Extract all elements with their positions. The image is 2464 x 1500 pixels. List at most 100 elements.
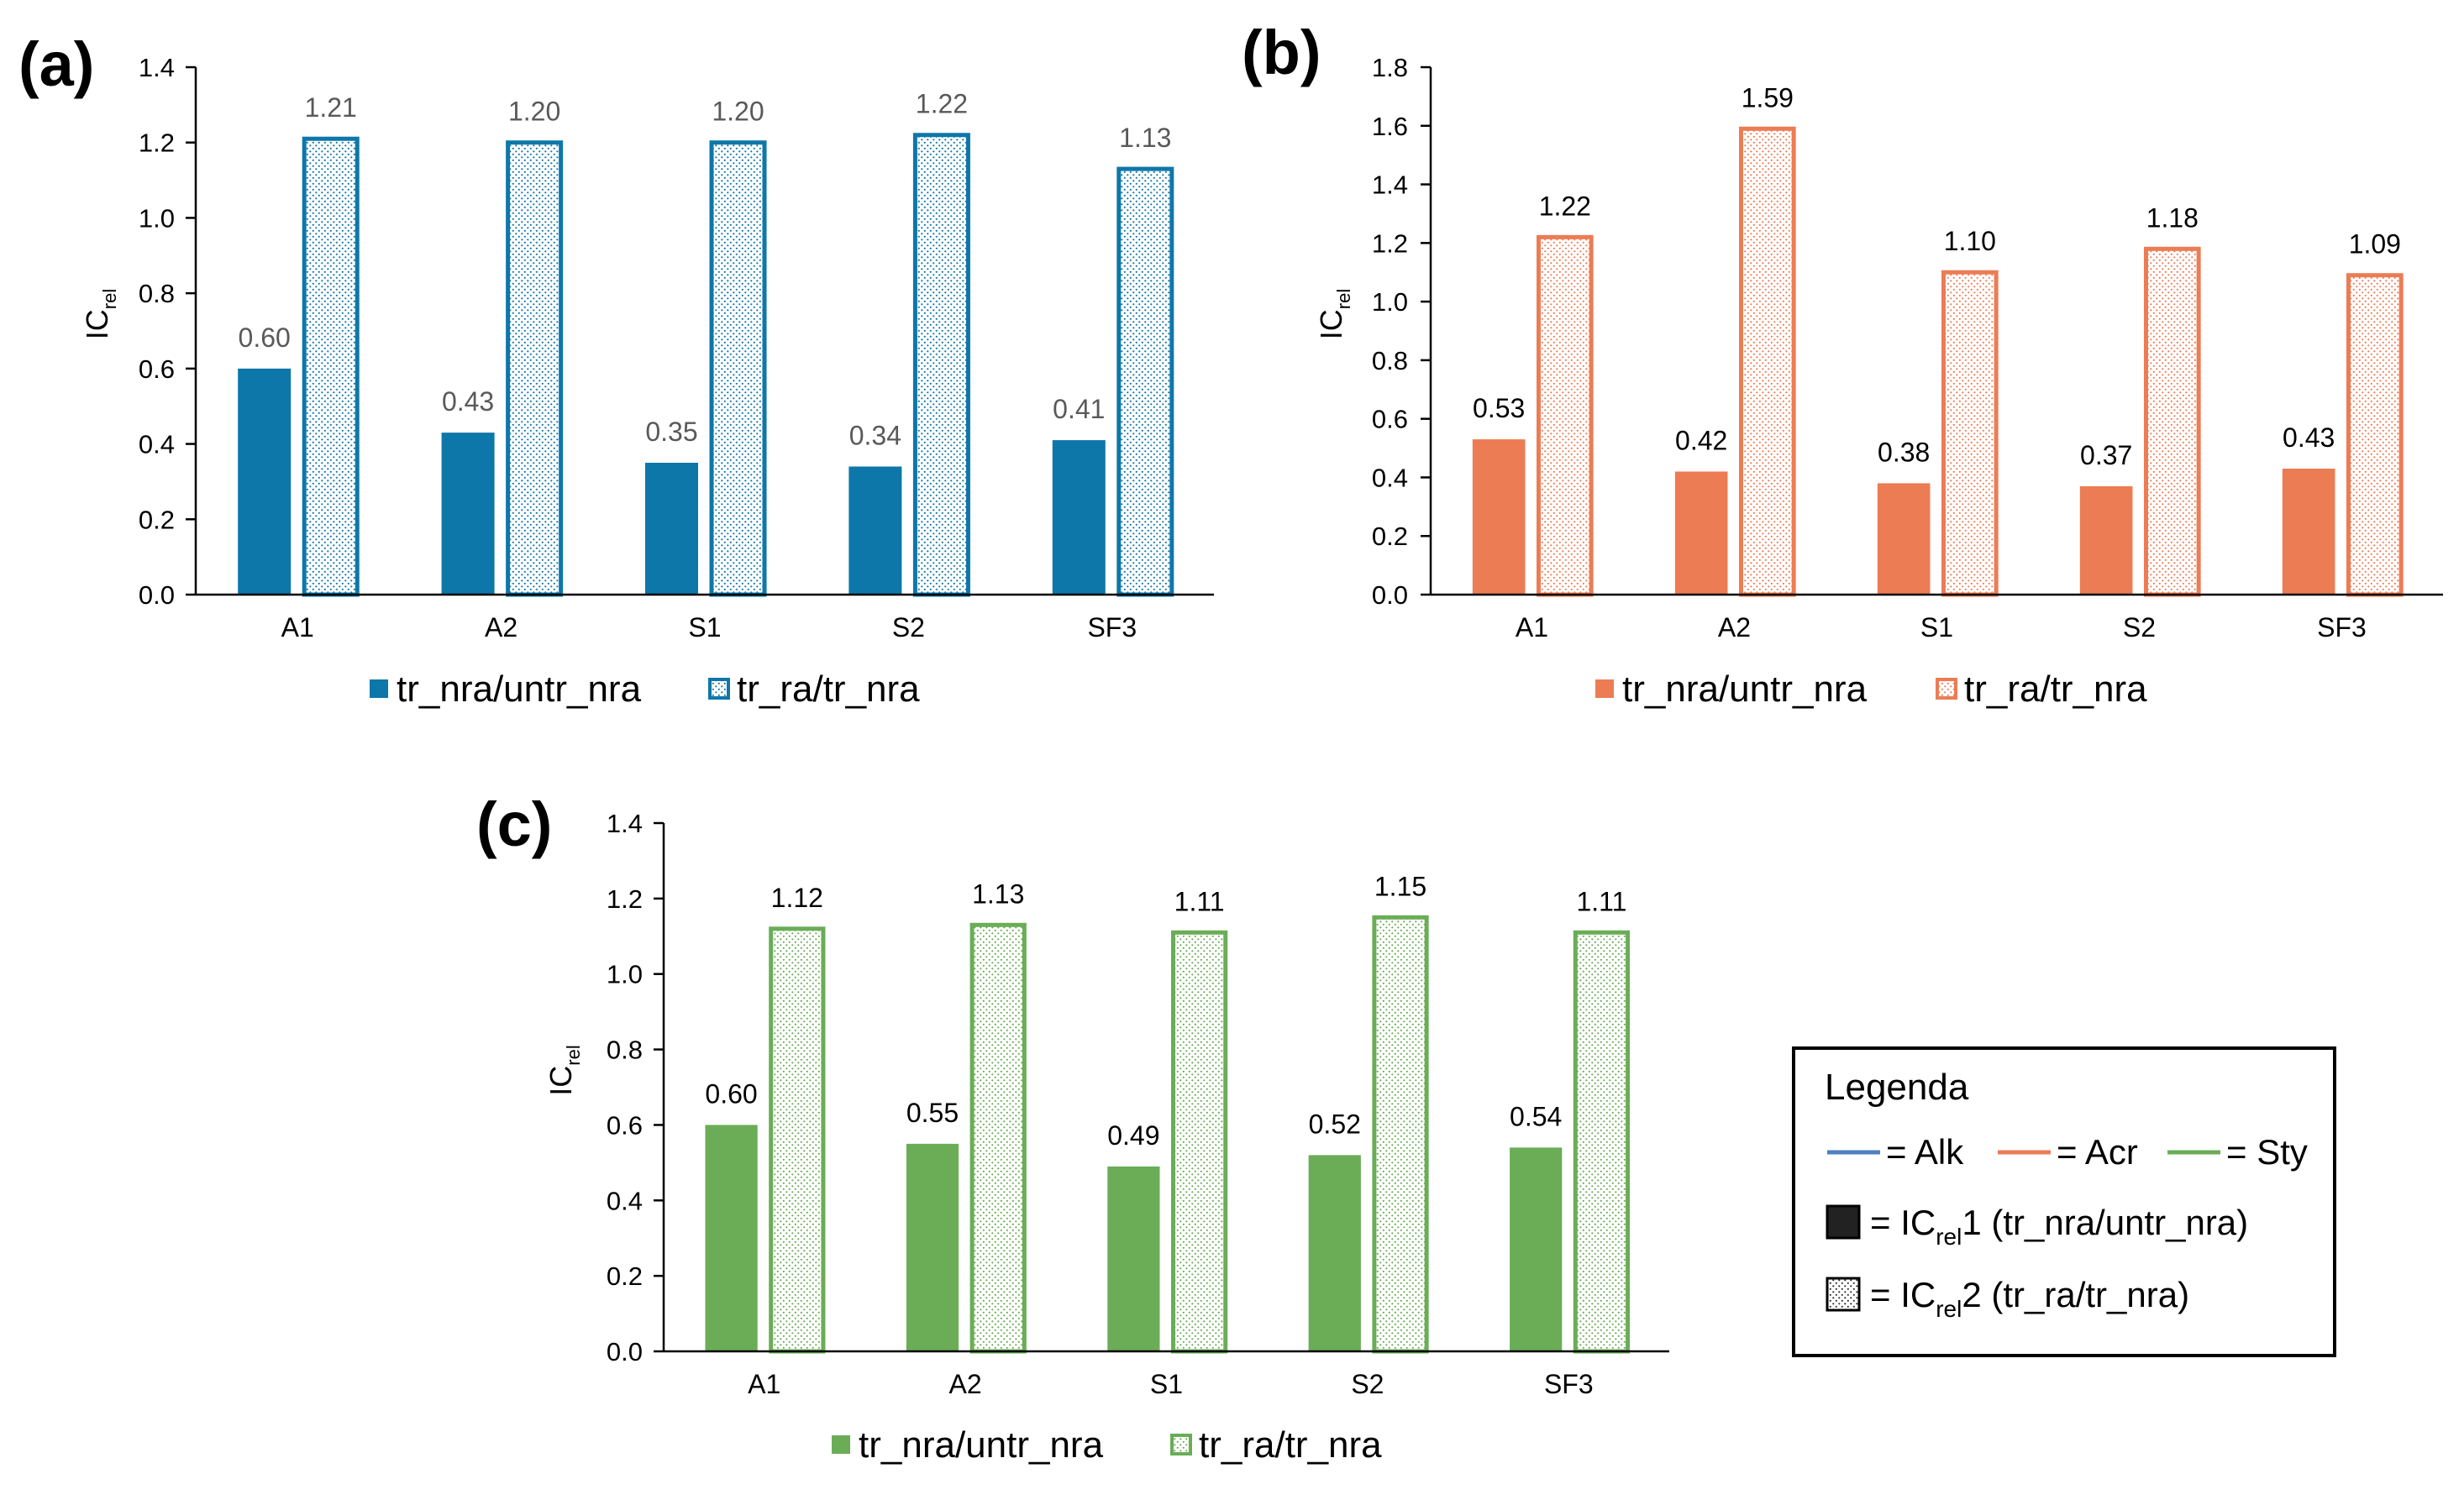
data-label: 1.13 (1119, 123, 1171, 153)
bar-dotted (1171, 930, 1228, 1354)
bar-dotted (1573, 930, 1631, 1354)
data-label: 0.43 (442, 386, 494, 417)
chart-panel-b: (b) 0.0 0.2 0.4 0.6 0.8 1.0 1.2 1.4 1.6 1.8 ICrel 0.… (1242, 18, 2443, 710)
bar-dotted (1372, 915, 1429, 1354)
bar-solid (2282, 468, 2335, 595)
bar-dotted (2346, 273, 2404, 597)
data-label: 1.18 (2146, 202, 2199, 233)
data-label: 1.15 (1374, 871, 1426, 901)
y-tick-label: 1.0 (139, 203, 175, 233)
y-tick-label: 0.2 (1372, 522, 1408, 551)
legend-line-acr-label: = Acr (2057, 1132, 2138, 1172)
legend-line-alk-label: = Alk (1886, 1132, 1964, 1172)
data-label: 1.22 (1539, 191, 1591, 221)
y-tick-label: 0.4 (607, 1186, 643, 1215)
x-tick-label: S2 (1351, 1369, 1384, 1399)
bar-solid (1674, 471, 1728, 595)
data-label: 0.43 (2283, 422, 2335, 453)
x-tick-label: SF3 (2317, 612, 2367, 642)
bar-solid (1510, 1147, 1563, 1351)
legend-label-dotted: tr_ra/tr_nra (1199, 1424, 1382, 1466)
bar-dotted (302, 136, 360, 597)
data-label: 1.09 (2349, 229, 2401, 260)
data-label: 0.52 (1309, 1109, 1361, 1139)
bar-solid (1308, 1155, 1361, 1351)
x-tick-label: A2 (485, 612, 517, 642)
data-label: 1.22 (916, 89, 968, 119)
x-tick-label: S2 (892, 612, 925, 642)
x-tick-label: A2 (1718, 612, 1751, 642)
legend-swatch-solid (1595, 679, 1614, 698)
y-axis-title: ICrel (80, 289, 120, 339)
y-tick-label: 1.4 (139, 53, 175, 82)
bar-solid (238, 368, 292, 595)
bar-solid (1877, 483, 1931, 595)
y-tick-label: 0.6 (139, 354, 175, 384)
bar-solid (848, 466, 902, 595)
y-tick-label: 0.6 (607, 1110, 643, 1140)
data-label: 1.59 (1742, 82, 1794, 113)
y-tick-label: 0.0 (139, 580, 175, 610)
x-tick-label: S2 (2123, 612, 2156, 642)
data-label: 1.21 (305, 92, 357, 123)
y-axis-title: ICrel (544, 1045, 584, 1095)
legend-label-dotted: tr_ra/tr_nra (737, 669, 920, 710)
legend-dotted-swatch (1826, 1277, 1861, 1312)
y-tick-label: 0.4 (139, 430, 175, 459)
legend-label-solid: tr_nra/untr_nra (397, 669, 642, 710)
bar-solid (441, 433, 495, 595)
panel-label: (c) (476, 789, 552, 859)
panel-label: (a) (18, 29, 94, 99)
chart-panel-c: (c) 0.0 0.2 0.4 0.6 0.8 1.0 1.2 1.4 ICrel 0.60 1.12… (476, 789, 1669, 1466)
data-label: 1.13 (972, 878, 1024, 909)
legend-swatch-dotted (1170, 1434, 1192, 1455)
data-label: 1.11 (1174, 886, 1225, 916)
legend-box: Legenda = Alk = Acr = Sty = ICrel1 (tr_n… (1792, 1046, 2336, 1357)
legend-solid-swatch (1826, 1204, 1861, 1240)
data-label: 0.34 (849, 420, 901, 450)
data-label: 1.10 (1944, 226, 1996, 256)
bar-dotted (709, 140, 767, 597)
bar-dotted (912, 133, 970, 597)
y-tick-label: 1.0 (1372, 287, 1408, 317)
bar-dotted (969, 922, 1027, 1354)
chart-panel-a: (a) 0.0 0.2 0.4 0.6 0.8 1.0 1.2 1.4 ICrel 0.60 1.21… (18, 29, 1214, 710)
x-tick-label: S1 (1150, 1369, 1183, 1399)
bar-dotted (1739, 126, 1796, 597)
y-tick-label: 0.2 (139, 505, 175, 534)
x-tick-label: SF3 (1544, 1369, 1594, 1399)
y-tick-label: 1.2 (1372, 228, 1408, 258)
y-tick-label: 0.8 (607, 1036, 643, 1065)
bar-solid (2079, 485, 2133, 595)
y-tick-label: 0.2 (607, 1261, 643, 1291)
bar-dotted (1116, 166, 1174, 597)
legend-label-dotted: tr_ra/tr_nra (1964, 669, 2147, 710)
bar-dotted (506, 140, 564, 597)
bar-solid (1052, 440, 1106, 595)
data-label: 0.60 (705, 1078, 757, 1109)
legend-label-solid: tr_nra/untr_nra (859, 1424, 1104, 1466)
y-tick-label: 1.4 (1372, 170, 1408, 200)
y-tick-label: 0.8 (139, 279, 175, 308)
legend-solid-label: = ICrel1 (tr_nra/untr_nra) (1870, 1203, 2248, 1250)
data-label: 1.11 (1576, 886, 1626, 916)
y-tick-label: 0.0 (1372, 580, 1408, 610)
legend-swatch-solid (832, 1435, 850, 1454)
data-label: 0.60 (239, 323, 291, 353)
legend-dotted-label: = ICrel2 (tr_ra/tr_nra) (1870, 1275, 2189, 1322)
x-tick-label: A1 (281, 612, 314, 642)
bar-solid (705, 1125, 758, 1351)
y-tick-label: 0.4 (1372, 463, 1408, 492)
y-tick-label: 0.0 (607, 1337, 643, 1366)
legend-swatch-solid (370, 679, 388, 698)
data-label: 0.53 (1473, 393, 1525, 423)
legend-label-solid: tr_nra/untr_nra (1622, 669, 1868, 710)
data-label: 1.20 (712, 97, 764, 127)
bar-dotted (769, 926, 826, 1354)
bar-dotted (1537, 234, 1594, 597)
data-label: 0.41 (1053, 394, 1105, 424)
x-tick-label: SF3 (1087, 612, 1137, 642)
x-tick-label: S1 (1920, 612, 1953, 642)
data-label: 0.35 (645, 417, 697, 447)
data-label: 0.38 (1878, 437, 1930, 467)
